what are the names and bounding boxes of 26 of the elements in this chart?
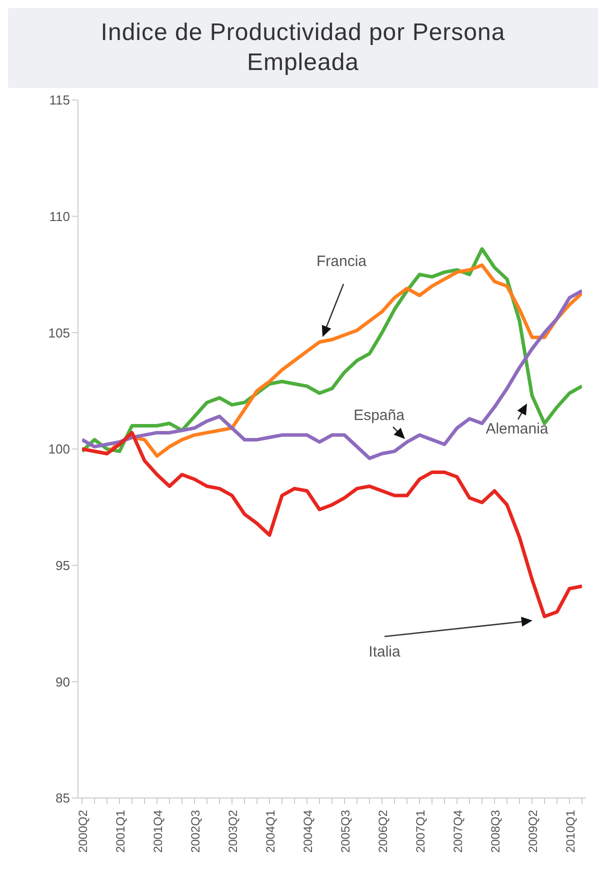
x-tick-label: 2004Q4: [301, 810, 315, 853]
x-tick-label: 2006Q2: [376, 810, 390, 853]
x-tick-label: 2003Q2: [226, 810, 240, 853]
x-tick-label: 2009Q2: [526, 810, 540, 853]
text: Italia: [368, 644, 401, 661]
x-tick-label: 2010Q1: [564, 810, 578, 853]
x-tick-label: 2001Q1: [114, 810, 128, 853]
text: Francia: [316, 252, 368, 270]
x-tick-label: 2005Q3: [338, 810, 352, 853]
y-tick-label: 105: [48, 325, 70, 340]
x-tick-label: 2007Q1: [414, 810, 428, 853]
x-tick-label: 2008Q3: [488, 810, 502, 853]
x-tick-label: 2004Q1: [264, 810, 278, 853]
y-tick-label: 85: [56, 790, 70, 806]
x-tick-label: 2001Q4: [151, 810, 165, 853]
y-tick-label: 100: [48, 442, 70, 457]
series-label: España: [354, 407, 406, 424]
y-tick-label: 110: [49, 208, 70, 224]
x-tick-label: 2000Q2: [76, 810, 90, 853]
y-tick-label: 90: [56, 674, 70, 690]
series-label: Alemania: [486, 420, 549, 438]
x-tick-label: 2007Q4: [451, 810, 465, 853]
chart-title: Indice de Productividad por Persona Empleada: [8, 8, 598, 88]
y-tick-label: 95: [56, 558, 70, 573]
y-tick-label: 115: [49, 92, 70, 108]
x-tick-label: 2002Q3: [188, 810, 202, 853]
